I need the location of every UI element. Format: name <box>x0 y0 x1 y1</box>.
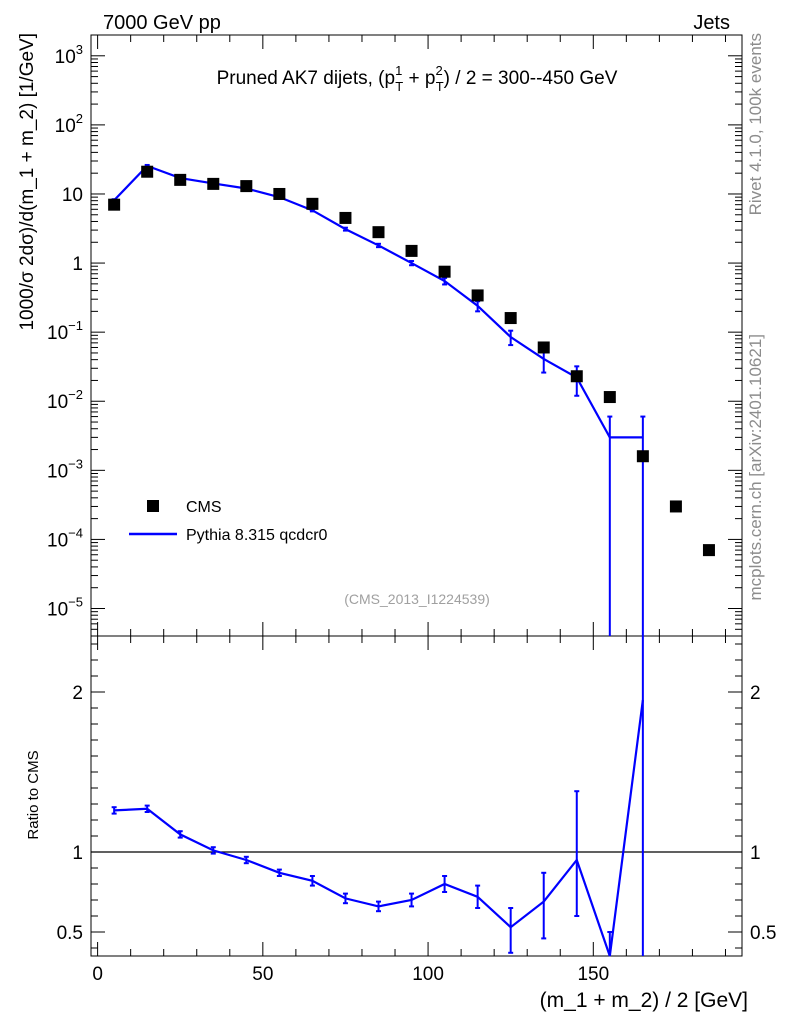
ratio-y-tick-label-right: 2 <box>750 683 761 704</box>
title-tail: ) / 2 = 300--450 GeV <box>444 68 618 89</box>
x-tick-labels: 0 50 100 150 <box>92 964 609 985</box>
cms-data-point <box>273 187 286 200</box>
cms-data-point <box>372 226 385 239</box>
title-sup2: 2 <box>435 63 442 78</box>
ratio-panel-frame <box>90 635 743 957</box>
cms-data-point <box>669 500 682 513</box>
legend-pythia-label: Pythia 8.315 qcdcr0 <box>186 527 328 544</box>
main-axis-ticks <box>91 34 742 637</box>
y-tick-label: 10 <box>62 185 83 206</box>
title-sub1: T <box>395 79 403 94</box>
ratio-axis-ticks <box>91 643 742 949</box>
x-tick-label: 100 <box>412 964 444 985</box>
x-tick-label: 50 <box>252 964 273 985</box>
cms-data-point <box>570 370 583 383</box>
cms-data-point <box>537 341 550 354</box>
cms-data-point <box>240 180 253 193</box>
ratio-y-tick-label-left: 1 <box>72 843 83 864</box>
y-tick-label: 10−1 <box>47 318 83 344</box>
mc-line-ratio <box>114 699 644 957</box>
y-tick-label: 10−3 <box>47 456 83 482</box>
cms-data-point <box>174 173 187 186</box>
side-text-rivet: Rivet 4.1.0, 100k events <box>746 33 765 215</box>
ratio-y-tick-label-right: 0.5 <box>750 923 776 944</box>
cms-data-point <box>504 312 517 325</box>
header-left: 7000 GeV pp <box>103 12 221 34</box>
title-sup1: 1 <box>395 63 402 78</box>
y-tick-label: 10−2 <box>47 387 83 413</box>
cms-data-point <box>108 198 121 211</box>
cms-data-point <box>702 544 715 557</box>
legend-cms-label: CMS <box>186 499 222 516</box>
cms-data-point <box>405 244 418 257</box>
title-main: Pruned AK7 dijets, (p <box>217 68 396 89</box>
y-tick-label: 1 <box>72 254 83 275</box>
cms-data-point <box>636 450 649 463</box>
main-panel-frame <box>90 34 743 637</box>
header-right: Jets <box>693 12 730 34</box>
cms-data-point <box>207 177 220 190</box>
y-tick-label: 10−5 <box>47 595 83 621</box>
x-axis-label: (m_1 + m_2) / 2 [GeV] <box>540 989 748 1012</box>
y-tick-label: 103 <box>55 42 83 68</box>
x-tick-label: 0 <box>92 964 103 985</box>
cms-data-point <box>339 211 352 224</box>
cms-data-point <box>438 265 451 278</box>
mc-line-main <box>113 164 643 439</box>
side-text-mcplots: mcplots.cern.ch [arXiv:2401.10621] <box>746 334 765 600</box>
ratio-y-tick-label-left: 0.5 <box>57 923 83 944</box>
plot-title: Pruned AK7 dijets, (p1 T + p2 T) / 2 = 300… <box>217 63 618 94</box>
cms-data-point <box>141 165 154 178</box>
y-tick-label: 102 <box>55 111 83 137</box>
x-axis-ticks <box>97 35 726 956</box>
analysis-id: (CMS_2013_I1224539) <box>344 591 490 607</box>
ratio-y-tick-label-right: 1 <box>750 843 761 864</box>
y-tick-label: 10−4 <box>47 525 83 551</box>
x-tick-label: 150 <box>577 964 609 985</box>
y-axis-label-ratio: Ratio to CMS <box>25 750 42 839</box>
ratio-y-tick-label-left: 2 <box>72 683 83 704</box>
y-tick-labels: 10−5 10−4 10−3 10−2 10−1 1 10 102 103 0.5 0.5 1 1 2 2 <box>47 42 776 944</box>
y-axis-label-main: 1000/σ 2dσ)/d(m_1 + m_2) [1/GeV] <box>17 33 38 331</box>
cms-data-point <box>471 289 484 302</box>
data-series-main <box>108 165 715 557</box>
cms-data-point <box>603 391 616 404</box>
mc-series-ratio <box>111 636 644 957</box>
cms-data-point <box>306 197 319 210</box>
title-plus: + p <box>403 68 435 89</box>
legend-cms-marker <box>147 500 159 512</box>
title-sub2: T <box>436 79 444 94</box>
